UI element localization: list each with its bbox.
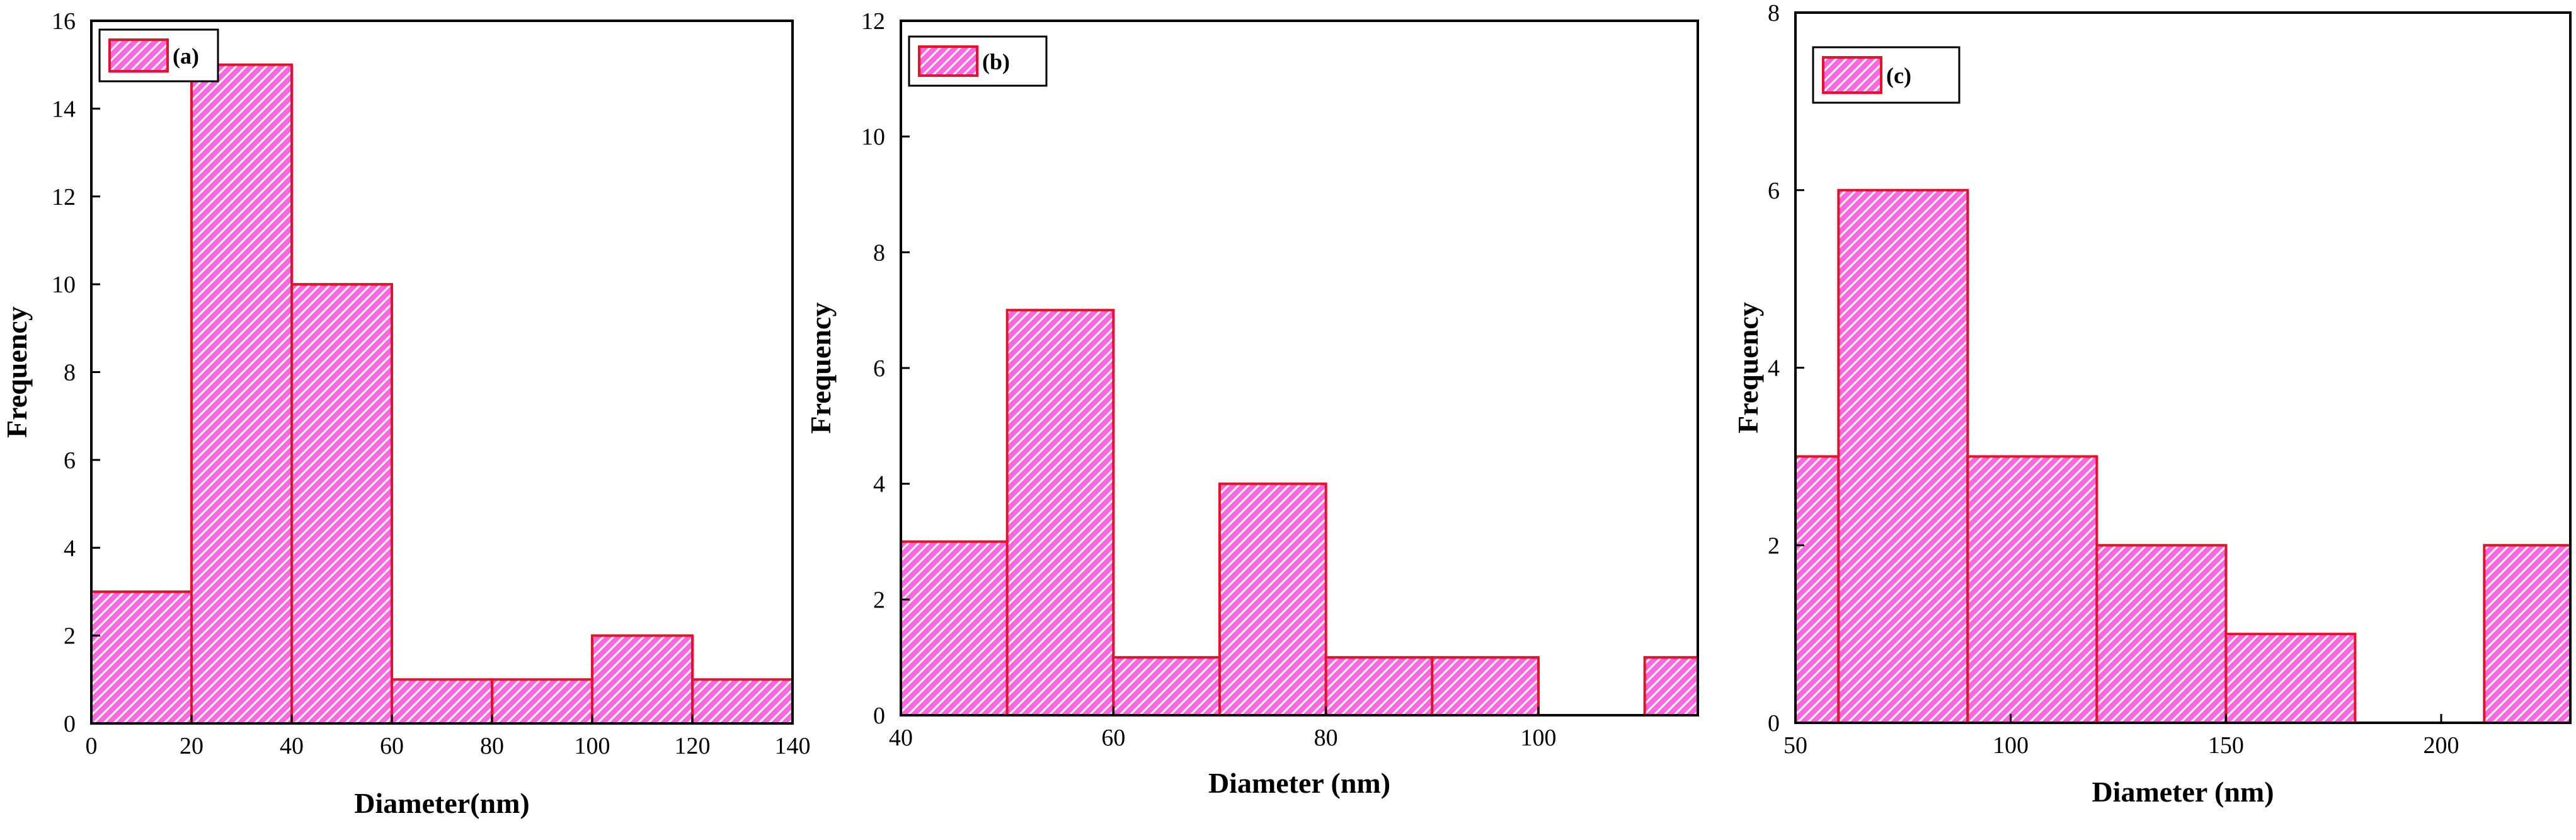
y-axis-title: Frequency — [1, 306, 33, 438]
y-tick-label: 6 — [64, 447, 76, 474]
x-tick-label: 150 — [2208, 732, 2244, 759]
histogram-bar — [1837, 188, 1969, 723]
legend-label: (a) — [173, 43, 199, 69]
y-tick-label: 2 — [873, 587, 885, 613]
y-axis-title: Frequency — [1732, 302, 1764, 434]
y-tick-label: 0 — [873, 703, 885, 729]
legend-swatch — [918, 45, 978, 77]
histogram-bar — [1005, 309, 1115, 715]
histogram-bar — [491, 678, 593, 723]
histogram-bar — [290, 283, 393, 723]
y-tick-label: 12 — [52, 184, 76, 210]
y-tick-label: 6 — [873, 355, 885, 382]
y-tick-label: 2 — [64, 623, 76, 650]
y-tick-label: 4 — [873, 471, 885, 498]
y-tick-label: 10 — [861, 124, 885, 151]
x-tick-label: 100 — [575, 733, 610, 759]
histogram-bar — [1431, 656, 1540, 715]
y-tick-label: 14 — [52, 96, 76, 122]
legend: (c) — [1812, 46, 1961, 104]
x-tick-label: 80 — [1314, 725, 1338, 751]
x-axis-title: Diameter (nm) — [1208, 767, 1390, 799]
legend-label: (b) — [982, 49, 1010, 74]
y-tick-label: 0 — [64, 711, 76, 737]
histogram-bar — [2224, 633, 2357, 723]
y-tick-label: 12 — [861, 8, 885, 35]
x-axis-title: Diameter(nm) — [354, 787, 529, 819]
x-tick-label: 120 — [675, 733, 711, 759]
x-tick-label: 200 — [2424, 732, 2459, 759]
y-tick-label: 4 — [64, 535, 76, 561]
bars-group — [1795, 188, 2570, 723]
histogram-panel-2: 0 2 4 6 8 10 12 40 60 80 100 Diameter (nm) Frequency… — [804, 8, 1699, 799]
y-tick-label: 10 — [52, 272, 76, 298]
legend-swatch — [108, 38, 169, 72]
legend-swatch — [1822, 56, 1882, 94]
y-tick-label: 2 — [1768, 532, 1780, 559]
x-axis-title: Diameter (nm) — [2092, 776, 2274, 808]
histogram-bar — [391, 678, 493, 723]
x-tick-label: 0 — [86, 733, 98, 759]
x-tick-label: 60 — [380, 733, 404, 759]
y-tick-label: 8 — [1768, 0, 1780, 26]
x-tick-label: 140 — [775, 733, 811, 759]
histogram-bar — [190, 63, 293, 723]
bars-group — [91, 63, 793, 723]
histogram-bar — [1795, 455, 1840, 723]
y-tick-label: 6 — [1768, 178, 1780, 204]
x-tick-label: 40 — [889, 725, 913, 751]
y-tick-label: 4 — [1768, 355, 1780, 382]
x-tick-label: 40 — [280, 733, 304, 759]
histogram-bar — [91, 590, 193, 723]
histogram-bar — [2095, 544, 2228, 723]
histogram-bar — [901, 540, 1009, 715]
y-tick-label: 8 — [873, 239, 885, 266]
legend: (b) — [908, 35, 1048, 87]
bars-group — [901, 309, 1698, 715]
legend-label: (c) — [1886, 63, 1911, 88]
x-tick-label: 100 — [1993, 732, 2029, 759]
y-tick-label: 8 — [64, 360, 76, 386]
histogram-bar — [2483, 544, 2570, 723]
x-tick-label: 100 — [1521, 725, 1557, 751]
y-axis-title: Frequency — [804, 302, 837, 434]
x-tick-label: 60 — [1101, 725, 1125, 751]
histogram-bar — [1324, 656, 1434, 715]
histogram-panel-1: 0 2 4 6 8 10 12 14 16 0 20 40 60 80 100 120 140 Diameter(… — [1, 8, 811, 819]
x-tick-label: 80 — [480, 733, 504, 759]
histogram-bar — [1218, 482, 1327, 715]
histogram-bar — [691, 678, 793, 723]
histogram-bar — [591, 634, 694, 723]
histogram-panel-3: 0 2 4 6 8 50 100 150 200 Diameter (nm) Frequency (c… — [1732, 0, 2572, 808]
x-tick-label: 50 — [1783, 732, 1807, 759]
x-tick-label: 20 — [180, 733, 203, 759]
histogram-bar — [1643, 656, 1698, 715]
legend: (a) — [98, 28, 219, 83]
y-tick-label: 0 — [1768, 710, 1780, 737]
histogram-bar — [1966, 455, 2098, 723]
y-tick-label: 16 — [52, 8, 76, 35]
histogram-bar — [1112, 656, 1222, 715]
